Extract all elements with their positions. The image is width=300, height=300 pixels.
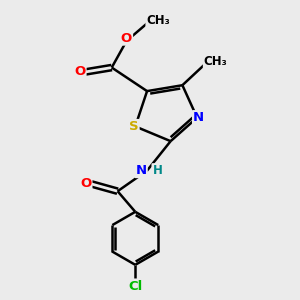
Text: Cl: Cl bbox=[128, 280, 142, 292]
Text: O: O bbox=[121, 32, 132, 45]
Text: CH₃: CH₃ bbox=[146, 14, 170, 27]
Text: O: O bbox=[74, 65, 86, 79]
Text: N: N bbox=[136, 164, 147, 177]
Text: CH₃: CH₃ bbox=[204, 55, 227, 68]
Text: S: S bbox=[129, 120, 139, 133]
Text: N: N bbox=[193, 111, 204, 124]
Text: H: H bbox=[152, 164, 162, 177]
Text: O: O bbox=[80, 177, 92, 190]
